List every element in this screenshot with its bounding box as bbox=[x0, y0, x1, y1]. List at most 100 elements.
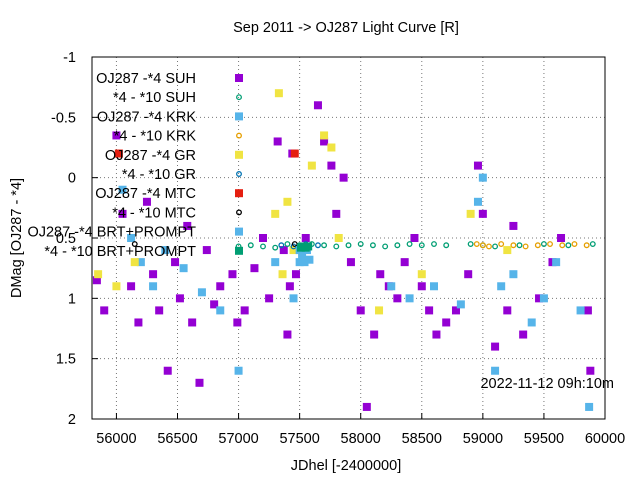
data-point bbox=[333, 243, 340, 250]
data-point bbox=[498, 241, 505, 247]
data-point bbox=[210, 300, 219, 309]
data-point bbox=[345, 242, 352, 249]
data-point bbox=[307, 161, 316, 170]
y-tick-label: 1.5 bbox=[56, 352, 76, 368]
data-point bbox=[272, 244, 279, 251]
data-point bbox=[516, 242, 523, 249]
data-point bbox=[278, 270, 287, 279]
data-point bbox=[382, 243, 389, 250]
y-tick-label: 0 bbox=[68, 171, 76, 187]
data-point bbox=[183, 221, 192, 230]
data-point bbox=[289, 246, 298, 255]
legend: OJ287 -*4 SUH *4 - *10 SUH OJ287 -*4 KRK *4… bbox=[27, 71, 243, 260]
data-point bbox=[327, 161, 336, 170]
x-axis-label: JDhel [-2400000] bbox=[291, 458, 401, 474]
x-tick-label: 56500 bbox=[157, 431, 197, 447]
data-point bbox=[112, 282, 121, 291]
data-point bbox=[405, 294, 414, 303]
data-point bbox=[300, 258, 309, 267]
data-point bbox=[557, 234, 566, 242]
data-point bbox=[387, 282, 396, 291]
data-point bbox=[509, 270, 518, 279]
legend-marker bbox=[235, 189, 243, 198]
data-point bbox=[188, 318, 197, 327]
data-point bbox=[431, 241, 437, 247]
data-point bbox=[375, 306, 384, 315]
data-point bbox=[547, 241, 553, 247]
data-point bbox=[284, 241, 291, 247]
grid-lines bbox=[92, 56, 606, 420]
data-point bbox=[295, 258, 304, 267]
data-point bbox=[346, 258, 355, 267]
data-point bbox=[291, 270, 300, 279]
data-point bbox=[369, 242, 376, 249]
x-tick-label: 58000 bbox=[341, 431, 381, 447]
data-point bbox=[265, 294, 274, 303]
data-point bbox=[163, 366, 172, 375]
data-point bbox=[430, 282, 438, 291]
legend-label: *4 - *10 KRK bbox=[114, 129, 197, 145]
data-point bbox=[356, 306, 365, 315]
data-point bbox=[362, 402, 371, 411]
data-point bbox=[228, 270, 237, 279]
data-point bbox=[149, 270, 158, 279]
legend-label: OJ287 -*4 MTC bbox=[95, 186, 196, 202]
chart-title: Sep 2011 -> OJ287 Light Curve [R] bbox=[233, 20, 459, 36]
data-point bbox=[313, 101, 322, 110]
data-point bbox=[274, 89, 283, 98]
data-point bbox=[216, 282, 225, 291]
y-tick-label: 2 bbox=[68, 412, 76, 428]
legend-label: OJ287 -*4 BRT+PROMPT bbox=[27, 225, 196, 241]
data-point bbox=[130, 258, 139, 267]
data-point bbox=[478, 173, 487, 182]
legend-marker bbox=[235, 246, 243, 255]
x-tick-label: 57000 bbox=[218, 431, 258, 447]
data-point bbox=[259, 234, 267, 242]
data-point bbox=[171, 258, 180, 267]
data-point bbox=[571, 241, 578, 247]
data-point bbox=[271, 209, 280, 218]
data-point bbox=[321, 242, 328, 249]
data-point bbox=[290, 149, 299, 158]
data-points bbox=[92, 89, 596, 411]
data-point bbox=[585, 402, 594, 411]
data-point bbox=[473, 161, 482, 170]
data-point bbox=[179, 264, 188, 273]
data-point bbox=[527, 318, 536, 327]
data-point bbox=[339, 173, 348, 182]
legend-label: *4 - *10 BRT+PROMPT bbox=[44, 244, 196, 260]
y-tick-labels: -1 -0.5 0 0.5 1 1.5 2 bbox=[51, 50, 76, 428]
data-point bbox=[320, 137, 329, 146]
data-point bbox=[503, 246, 512, 255]
data-point bbox=[127, 282, 136, 291]
series-0 bbox=[92, 101, 595, 411]
data-point bbox=[327, 143, 336, 152]
data-point bbox=[260, 243, 266, 250]
legend-marker bbox=[236, 209, 242, 216]
data-point bbox=[583, 242, 590, 249]
data-point bbox=[479, 242, 486, 249]
x-tick-labels: 56000 56500 57000 57500 58000 58500 59000 59500… bbox=[96, 431, 625, 447]
data-point bbox=[197, 288, 206, 297]
data-point bbox=[418, 242, 425, 249]
data-point bbox=[552, 258, 561, 267]
x-tick-label: 56000 bbox=[96, 431, 136, 447]
series-4 bbox=[94, 89, 512, 315]
data-point bbox=[432, 330, 441, 339]
data-point bbox=[376, 270, 385, 279]
data-point bbox=[425, 306, 434, 315]
data-point bbox=[305, 255, 314, 264]
data-point bbox=[114, 149, 123, 158]
data-point bbox=[519, 330, 528, 339]
data-point bbox=[417, 270, 426, 279]
data-point bbox=[467, 241, 474, 247]
data-point bbox=[451, 306, 460, 315]
data-point bbox=[161, 246, 170, 255]
data-point bbox=[443, 242, 450, 249]
data-point bbox=[301, 234, 310, 242]
data-point bbox=[278, 242, 285, 249]
y-tick-label: 0.5 bbox=[56, 231, 76, 247]
data-point bbox=[195, 378, 204, 387]
data-point bbox=[142, 197, 151, 206]
data-point bbox=[131, 241, 138, 247]
